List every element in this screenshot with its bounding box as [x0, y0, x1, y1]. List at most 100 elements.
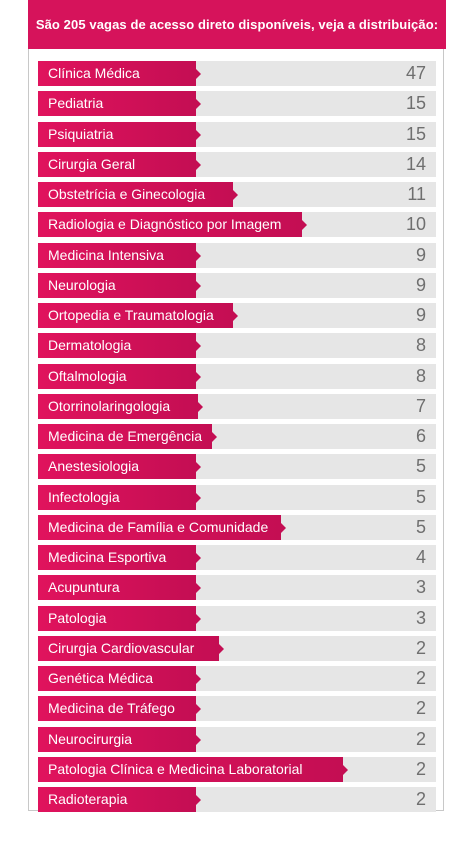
bar: Clínica Médica	[38, 61, 201, 86]
bar-row: Neurologia 9	[38, 272, 436, 298]
bar: Patologia	[38, 605, 201, 631]
bar-value-label: 5	[415, 456, 426, 477]
bar: Psiquiatria	[38, 121, 201, 147]
bar-label: Anestesiologia	[48, 458, 140, 475]
bar-label: Ortopedia e Traumatologia	[48, 307, 214, 323]
bar-value-label: 4	[415, 547, 426, 567]
bar: Otorrinolaringologia	[38, 393, 203, 419]
bar: Medicina Intensiva	[38, 242, 201, 268]
bar-value-label: 15	[405, 93, 426, 114]
bar-value-label: 3	[415, 607, 426, 628]
bar: Anestesiologia	[38, 454, 201, 480]
bar-value-label: 5	[415, 486, 426, 507]
bar-label: Obstetrícia e Ginecologia	[48, 186, 206, 202]
bar-value-label: 5	[415, 516, 426, 537]
bar-value-label: 9	[415, 244, 426, 265]
bar-label: Medicina de Emergência	[48, 428, 203, 444]
bar: Medicina de Emergência	[38, 424, 217, 449]
bar-value-label: 8	[415, 335, 426, 356]
bar-label: Oftalmologia	[48, 367, 127, 384]
bar-label: Radioterapia	[48, 791, 128, 807]
bar-row: Psiquiatria 15	[38, 121, 436, 147]
bar: Radioterapia	[38, 787, 201, 812]
bar: Neurocirurgia	[38, 726, 201, 752]
bar-label: Otorrinolaringologia	[48, 397, 171, 414]
bar-value-label: 2	[415, 789, 426, 809]
bar-label: Neurologia	[48, 276, 116, 293]
bar-row: Ortopedia e Traumatologia 9	[38, 303, 436, 328]
bar-value-label: 14	[405, 153, 426, 174]
bar-row: Cirurgia Geral 14	[38, 151, 436, 177]
bar: Obstetrícia e Ginecologia	[38, 182, 238, 207]
bar-row: Pediatria 15	[38, 91, 436, 117]
bar: Oftalmologia	[38, 363, 201, 389]
bar-row: Anestesiologia 5	[38, 454, 436, 480]
bar: Pediatria	[38, 91, 201, 117]
bar-value-label: 2	[415, 758, 426, 779]
bar-label: Medicina de Tráfego	[48, 700, 175, 717]
bar: Genética Médica	[38, 666, 201, 691]
bar-label: Patologia Clínica e Medicina Laboratoria…	[48, 760, 303, 777]
bar-label: Medicina Esportiva	[48, 549, 167, 565]
bar-value-label: 9	[415, 305, 426, 325]
bar-value-label: 6	[415, 426, 426, 446]
bar-row: Clínica Médica 47	[38, 61, 436, 86]
bar: Radiologia e Diagnóstico por Imagem	[38, 212, 307, 238]
bar-row: Acupuntura 3	[38, 575, 436, 601]
bar-label: Psiquiatria	[48, 125, 114, 142]
bar: Cirurgia Cardiovascular	[38, 635, 224, 661]
bar-label: Genética Médica	[48, 670, 154, 686]
bar-row: Patologia Clínica e Medicina Laboratoria…	[38, 756, 436, 782]
bar-label: Neurocirurgia	[48, 730, 133, 747]
bar-label: Dermatologia	[48, 337, 132, 354]
bar-value-label: 47	[405, 63, 426, 83]
bar-label: Acupuntura	[48, 579, 120, 596]
bar: Medicina de Tráfego	[38, 696, 201, 722]
bar: Ortopedia e Traumatologia	[38, 303, 238, 328]
bar-label: Medicina Intensiva	[48, 246, 164, 263]
bar-value-label: 11	[407, 184, 426, 204]
bar-value-label: 10	[405, 214, 426, 235]
bar: Medicina de Família e Comunidade	[38, 514, 286, 540]
bar: Cirurgia Geral	[38, 151, 201, 177]
bar-value-label: 2	[415, 698, 426, 719]
bar: Neurologia	[38, 272, 201, 298]
bar-value-label: 2	[415, 668, 426, 688]
bar-value-label: 7	[415, 395, 426, 416]
bar-label: Infectologia	[48, 488, 120, 505]
bar-row: Dermatologia 8	[38, 333, 436, 359]
bar-row: Infectologia 5	[38, 484, 436, 510]
bar-row: Oftalmologia 8	[38, 363, 436, 389]
bar-row: Medicina de Família e Comunidade 5	[38, 514, 436, 540]
bar-value-label: 9	[415, 274, 426, 295]
bar: Acupuntura	[38, 575, 201, 601]
bar-row: Otorrinolaringologia 7	[38, 393, 436, 419]
bar-row: Medicina Intensiva 9	[38, 242, 436, 268]
bar-value-label: 15	[405, 123, 426, 144]
bar-label: Pediatria	[48, 95, 104, 112]
bar-row: Medicina de Emergência 6	[38, 424, 436, 449]
bar-value-label: 8	[415, 365, 426, 386]
bar-value-label: 2	[415, 637, 426, 658]
bar-row: Obstetrícia e Ginecologia 11	[38, 182, 436, 207]
bar-row: Medicina de Tráfego 2	[38, 696, 436, 722]
bar: Medicina Esportiva	[38, 545, 201, 570]
chart-title-banner: São 205 vagas de acesso direto disponíve…	[28, 0, 446, 49]
bar-row: Medicina Esportiva 4	[38, 545, 436, 570]
chart-title: São 205 vagas de acesso direto disponíve…	[35, 17, 439, 32]
bar-row: Radiologia e Diagnóstico por Imagem 10	[38, 212, 436, 238]
bar-label: Cirurgia Geral	[48, 155, 136, 172]
bar-label: Cirurgia Cardiovascular	[48, 639, 195, 656]
bar-label: Radiologia e Diagnóstico por Imagem	[48, 216, 282, 233]
bar-label: Patologia	[48, 609, 107, 626]
bar: Patologia Clínica e Medicina Laboratoria…	[38, 756, 348, 782]
bar: Infectologia	[38, 484, 201, 510]
bar-row: Genética Médica 2	[38, 666, 436, 691]
bar-row: Patologia 3	[38, 605, 436, 631]
bar-value-label: 3	[415, 577, 426, 598]
bar-label: Medicina de Família e Comunidade	[48, 518, 269, 535]
bar-row: Cirurgia Cardiovascular 2	[38, 635, 436, 661]
bar-label: Clínica Médica	[48, 65, 140, 81]
bar-row: Neurocirurgia 2	[38, 726, 436, 752]
bar-row: Radioterapia 2	[38, 787, 436, 812]
